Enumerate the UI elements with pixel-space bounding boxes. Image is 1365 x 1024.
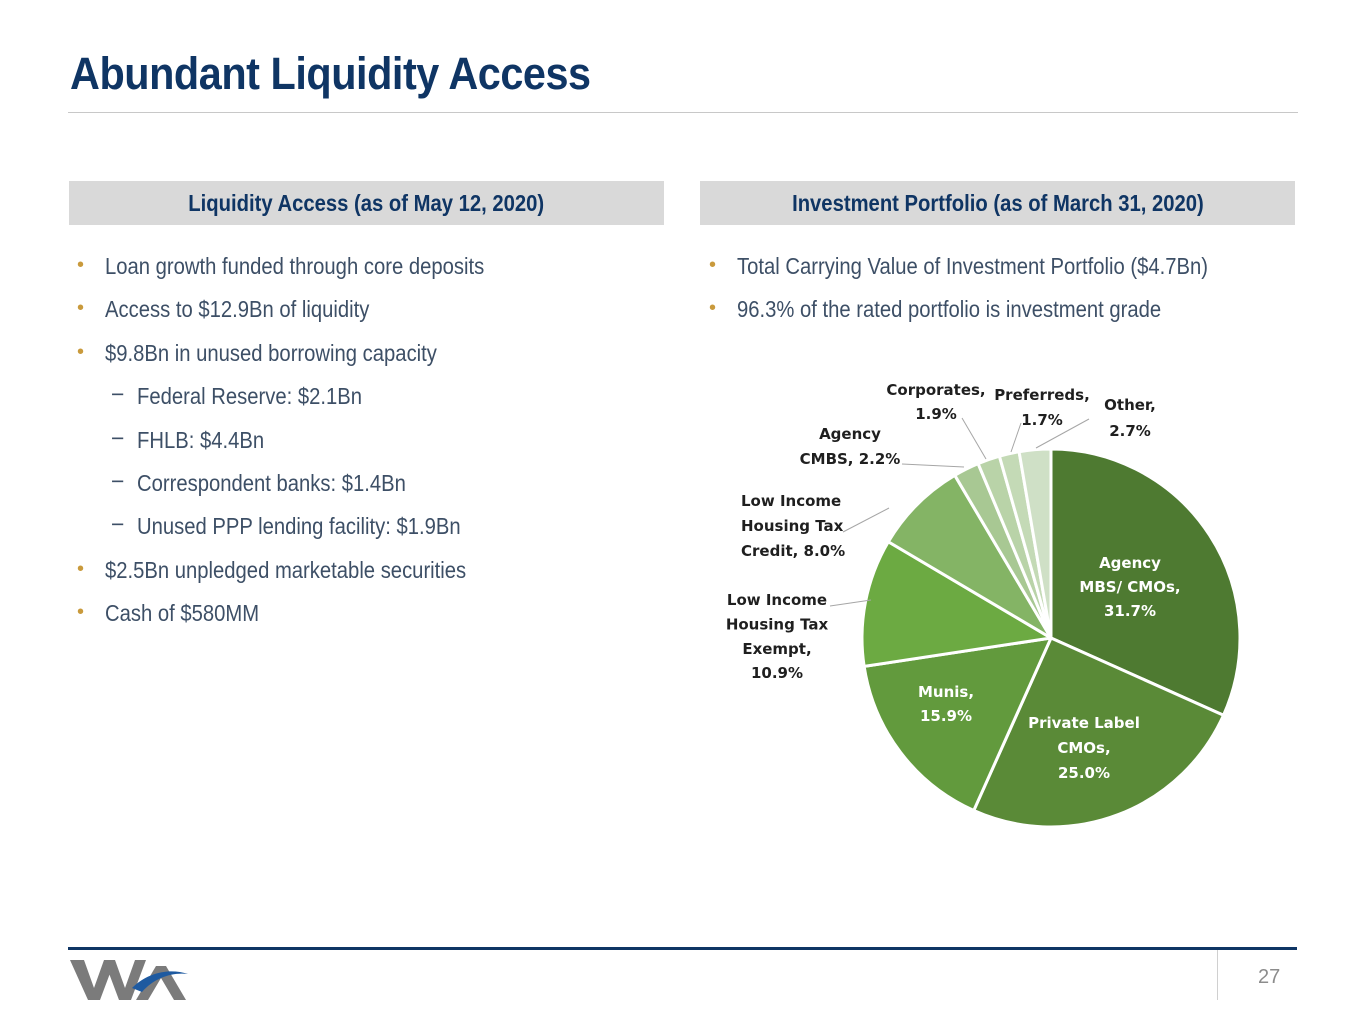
liquidity-bullet-list: • Loan growth funded through core deposit…	[77, 252, 536, 643]
page-title: Abundant Liquidity Access	[70, 48, 591, 99]
bullet-dot-icon: •	[77, 557, 85, 580]
slice-value-label: 1.9%	[915, 405, 957, 423]
bullet-dot-icon: •	[709, 254, 717, 276]
pie-slice	[1017, 447, 1053, 640]
bullet-dot-icon: •	[77, 601, 85, 624]
liquidity-access-heading: Liquidity Access (as of May 12, 2020)	[188, 189, 545, 216]
leader-line	[842, 507, 890, 533]
bullet-item: • Cash of $580MM	[77, 600, 260, 627]
pie-slice	[972, 636, 1225, 829]
slice-label: Low Income Housing Tax Exempt,	[726, 591, 829, 658]
slice-value-label: 2.7%	[1109, 422, 1151, 440]
sub-bullet-item: − FHLB: $4.4Bn	[111, 424, 265, 453]
slice-value-label: 25.0%	[1058, 764, 1110, 782]
bullet-dot-icon: •	[77, 297, 85, 320]
pie-slice	[862, 636, 1053, 812]
leader-line	[829, 599, 872, 607]
pie-slice	[1049, 447, 1242, 717]
company-logo: WA	[70, 960, 188, 1000]
footer-vertical-divider	[1217, 950, 1218, 1000]
leader-line	[901, 463, 965, 468]
leader-line	[1035, 418, 1090, 449]
slice-label: Corporates,	[886, 381, 985, 399]
page-number: 27	[1258, 966, 1281, 988]
slice-label: Private Label CMOs,	[1028, 714, 1140, 757]
footer-divider	[68, 947, 1297, 950]
sub-bullet-item: − Correspondent banks: $1.4Bn	[111, 467, 406, 496]
bullet-item: • $2.5Bn unpledged marketable securities	[77, 556, 467, 583]
sub-bullet-item: − Federal Reserve: $2.1Bn	[111, 381, 363, 410]
bullet-item: • Access to $12.9Bn of liquidity	[77, 296, 370, 323]
pie-slice	[886, 473, 1053, 640]
slice-label: Agency MBS/ CMOs,	[1079, 554, 1180, 596]
slice-label: Low Income Housing Tax Credit, 8.0%	[741, 492, 845, 560]
slice-value-label: 1.7%	[1021, 411, 1063, 429]
slice-value-label: 31.7%	[1104, 602, 1156, 620]
slice-label: Other,	[1104, 396, 1156, 414]
bullet-item: • Loan growth funded through core deposit…	[77, 253, 485, 279]
dash-icon: −	[111, 467, 125, 494]
slice-value-label: 15.9%	[920, 707, 972, 725]
bullet-dot-icon: •	[709, 297, 717, 320]
bullet-item: • $9.8Bn in unused borrowing capacity	[77, 339, 437, 366]
portfolio-bullet-list: • Total Carrying Value of Investment Port…	[709, 252, 1272, 339]
pie-slice	[860, 540, 1053, 668]
slice-value-label: 10.9%	[751, 664, 803, 682]
title-divider	[68, 112, 1298, 113]
leader-line	[961, 417, 987, 460]
slice-label: Munis,	[918, 683, 974, 701]
investment-portfolio-heading: Investment Portfolio (as of March 31, 20…	[791, 189, 1204, 216]
sub-bullet-item: − Unused PPP lending facility: $1.9Bn	[111, 511, 461, 540]
bullet-item: • 96.3% of the rated portfolio is investm…	[709, 296, 1162, 323]
bullet-item: • Total Carrying Value of Investment Port…	[709, 253, 1209, 279]
liquidity-access-header: Liquidity Access (as of May 12, 2020)	[69, 181, 664, 225]
investment-portfolio-pie-chart: Agency MBS/ CMOs, 31.7% Private Label CMOs, 2…	[726, 381, 1242, 829]
slice-label: Agency CMBS, 2.2%	[800, 425, 901, 468]
investment-portfolio-header: Investment Portfolio (as of March 31, 20…	[700, 181, 1295, 225]
leader-line	[1010, 422, 1022, 453]
dash-icon: −	[111, 381, 125, 408]
bullet-dot-icon: •	[77, 340, 85, 363]
bullet-dot-icon: •	[77, 254, 85, 276]
dash-icon: −	[111, 511, 125, 538]
dash-icon: −	[111, 424, 125, 451]
slice-label: Preferreds,	[994, 386, 1090, 404]
